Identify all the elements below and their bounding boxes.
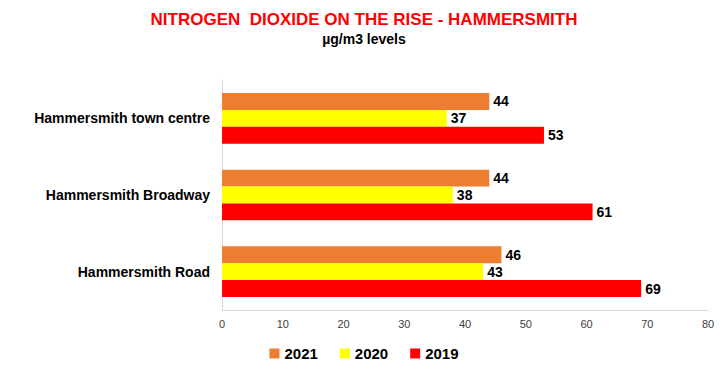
svg-text:53: 53	[548, 127, 564, 143]
svg-text:69: 69	[645, 281, 661, 297]
svg-text:2019: 2019	[425, 345, 458, 362]
svg-text:30: 30	[398, 318, 410, 330]
svg-text:37: 37	[451, 110, 467, 126]
svg-text:Hammersmith Broadway: Hammersmith Broadway	[46, 187, 210, 203]
svg-text:60: 60	[580, 318, 592, 330]
svg-text:0: 0	[219, 318, 225, 330]
svg-text:2021: 2021	[284, 345, 317, 362]
svg-text:Hammersmith Road: Hammersmith Road	[78, 264, 210, 280]
svg-text:NITROGEN DIOXIDE ON THE RISE: NITROGEN DIOXIDE ON THE RISE - HAMMERSMI…	[151, 10, 578, 29]
svg-text:43: 43	[487, 264, 503, 280]
svg-text:2020: 2020	[355, 345, 388, 362]
svg-text:44: 44	[493, 93, 509, 109]
svg-text:80: 80	[702, 318, 714, 330]
svg-text:40: 40	[459, 318, 471, 330]
svg-text:10: 10	[277, 318, 289, 330]
svg-text:Hammersmith town centre: Hammersmith town centre	[34, 110, 210, 126]
svg-text:44: 44	[493, 170, 509, 186]
svg-text:38: 38	[457, 187, 473, 203]
svg-text:20: 20	[337, 318, 349, 330]
svg-text:61: 61	[597, 204, 613, 220]
svg-text:70: 70	[641, 318, 653, 330]
svg-text:µg/m3 levels: µg/m3 levels	[322, 31, 406, 47]
svg-text:50: 50	[520, 318, 532, 330]
svg-text:46: 46	[505, 247, 521, 263]
